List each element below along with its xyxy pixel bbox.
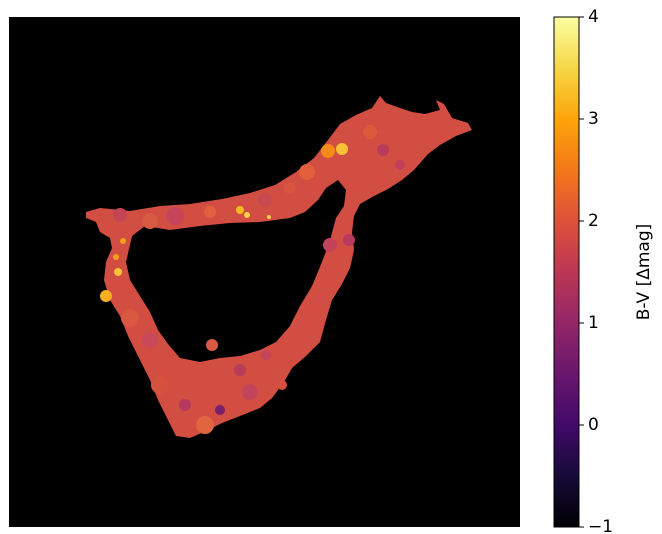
colorbar-tick-label: 0 [588,415,599,435]
colorbar-tick-label: 3 [588,109,599,129]
colorbar-ticks: 4 3 2 1 0 −1 [579,7,613,534]
image-panel [9,17,520,527]
colorbar-tick-label: 4 [588,7,599,27]
colorbar [553,16,580,528]
colorbar-tick-label: 2 [588,211,599,231]
colorbar-tick-label: 1 [588,313,599,333]
region-outline-main [86,96,472,438]
color-map-region [86,96,472,438]
colorbar-tick-label: −1 [588,517,613,534]
colorbar-label: B-V [Δmag] [634,224,654,321]
